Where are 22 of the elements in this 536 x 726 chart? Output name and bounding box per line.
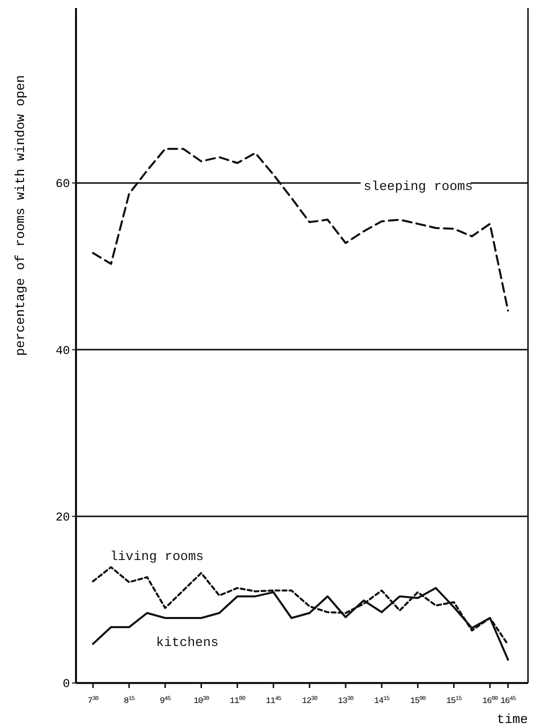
- y-tick-label: 60: [56, 177, 70, 192]
- y-tick-label: 20: [56, 510, 70, 525]
- x-tick-label: 9$^{45}$: [160, 694, 172, 706]
- x-tick-label: 16$^{00}$: [482, 694, 499, 706]
- y-tick-label: 0: [62, 677, 70, 692]
- series-label: living rooms: [110, 549, 204, 564]
- x-tick-label: 15$^{15}$: [446, 694, 462, 706]
- x-tick-label: 15$^{00}$: [410, 694, 426, 706]
- series-label: kitchens: [156, 635, 219, 650]
- y-tick-label: 40: [56, 344, 70, 358]
- x-tick-label: 7$^{30}$: [88, 694, 100, 706]
- x-tick-label: 13$^{30}$: [338, 694, 354, 706]
- x-tick-label: 10$^{30}$: [194, 694, 210, 706]
- y-axis-title: percentage of rooms with window open: [13, 75, 28, 356]
- x-tick-label: 12$^{30}$: [302, 694, 318, 706]
- x-tick-label: 11$^{00}$: [230, 694, 246, 706]
- x-tick-label: 8$^{15}$: [124, 694, 136, 706]
- x-tick-label: 16$^{45}$: [500, 694, 517, 706]
- x-axis-title: time: [496, 712, 528, 726]
- x-tick-label: 14$^{15}$: [374, 694, 390, 706]
- text: sleeping rooms: [364, 179, 473, 194]
- x-tick-label: 11$^{45}$: [266, 694, 282, 706]
